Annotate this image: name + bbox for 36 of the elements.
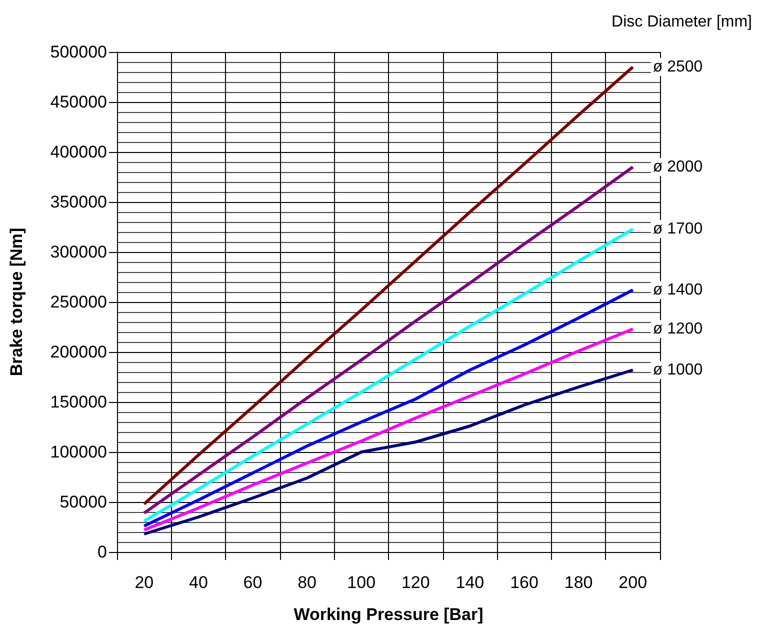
series-label: ø 2500 — [652, 58, 703, 76]
x-tick-label: 40 — [188, 573, 208, 592]
line-series — [142, 288, 634, 528]
y-tick-label: 300000 — [50, 242, 107, 262]
x-tick-label: 60 — [243, 573, 262, 592]
x-tick-label: 180 — [564, 573, 593, 592]
line-series — [142, 228, 634, 522]
line-series — [142, 368, 634, 536]
x-tick-label: 140 — [456, 573, 484, 592]
y-tick-label: 0 — [98, 542, 107, 562]
line-series — [142, 166, 634, 514]
x-tick-label: 100 — [347, 573, 376, 592]
y-axis-title: Brake torque [Nm] — [7, 228, 26, 376]
y-tick-label: 250000 — [50, 292, 107, 312]
legend-title: Disc Diameter [mm] — [612, 14, 752, 30]
y-tick-label: 100000 — [50, 442, 107, 462]
x-tick-label: 160 — [510, 573, 538, 592]
series-label: ø 1700 — [652, 220, 703, 238]
y-tick-label: 50000 — [60, 492, 107, 512]
x-tick-label: 80 — [298, 573, 317, 592]
y-tick-label: 350000 — [50, 192, 107, 212]
y-tick-label: 450000 — [50, 92, 107, 112]
line-series — [142, 328, 634, 532]
x-axis-title: Working Pressure [Bar] — [294, 605, 484, 624]
line-series — [142, 66, 634, 506]
series-label: ø 1000 — [652, 362, 703, 378]
series-label: ø 1200 — [652, 320, 703, 338]
x-tick-label: 20 — [134, 573, 154, 592]
y-tick-label: 400000 — [50, 142, 107, 162]
y-tick-label: 500000 — [50, 42, 107, 62]
y-tick-label: 200000 — [50, 342, 107, 362]
x-tick-label: 120 — [401, 573, 430, 592]
series-label: ø 1400 — [652, 282, 703, 298]
y-tick-label: 150000 — [50, 392, 107, 412]
series-label: ø 2000 — [652, 158, 703, 176]
x-tick-label: 200 — [618, 573, 648, 592]
